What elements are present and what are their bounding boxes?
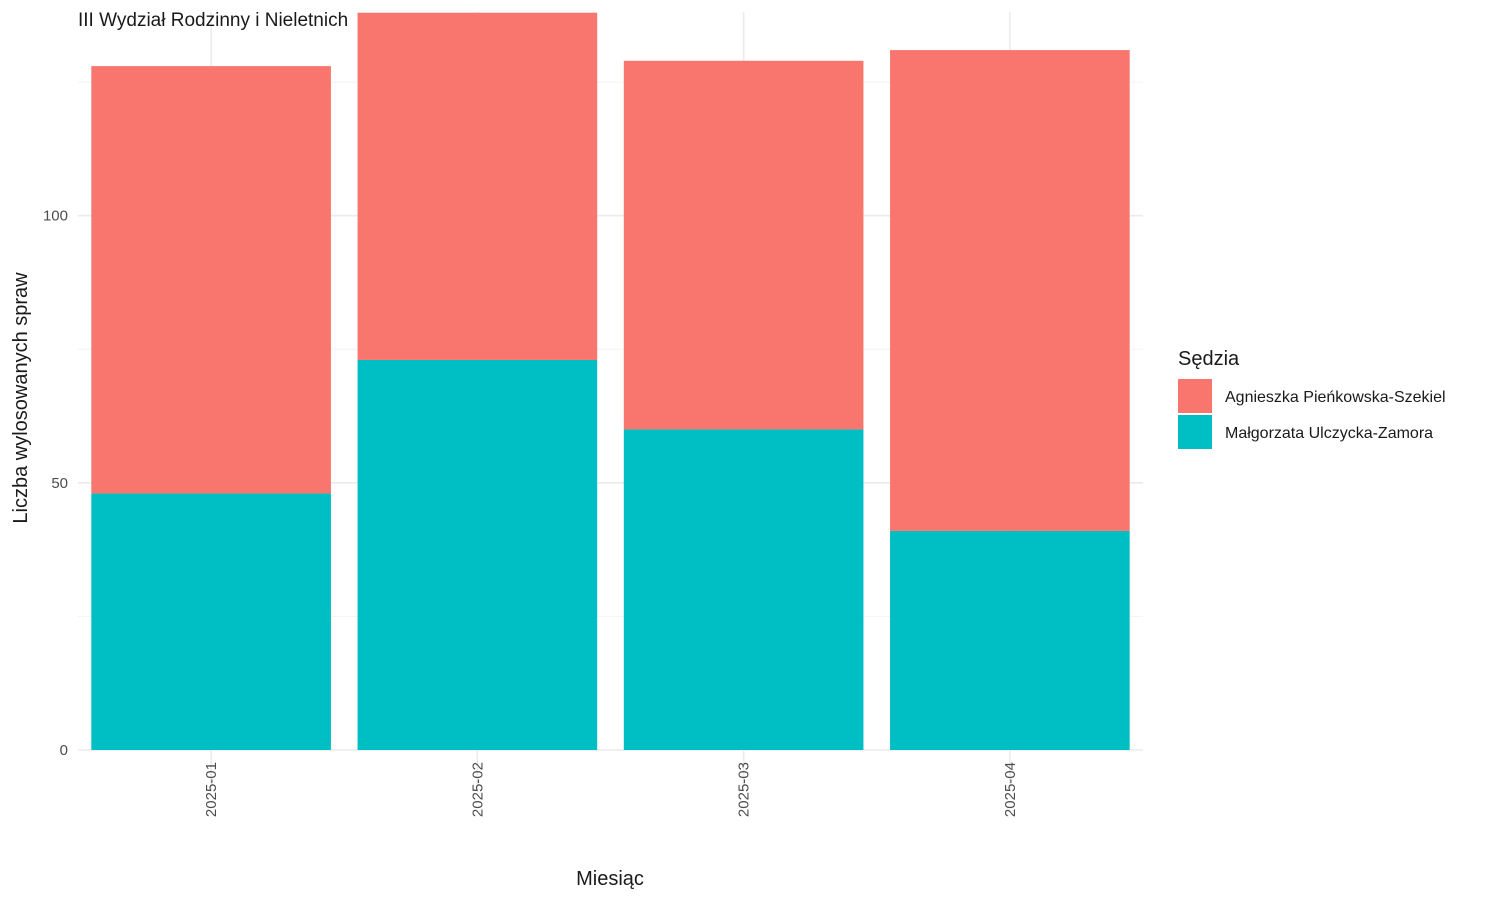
y-tick-label: 50 [51, 475, 68, 492]
bar-2025-04-agnieszka [890, 50, 1130, 531]
x-axis-ticks: 2025-01 2025-02 2025-03 2025-04 [203, 762, 1019, 817]
legend-label: Agnieszka Pieńkowska-Szekiel [1225, 389, 1446, 406]
y-tick-label: 100 [43, 208, 68, 225]
legend-swatch [1178, 379, 1212, 413]
y-axis-title: Liczba wylosowanych spraw [10, 272, 32, 524]
bar-2025-01-agnieszka [91, 66, 331, 494]
y-axis-ticks: 0 50 100 [43, 208, 68, 759]
bars [91, 12, 1130, 750]
y-tick-label: 0 [60, 742, 68, 759]
x-tick-label: 2025-04 [1002, 762, 1019, 817]
x-tick-label: 2025-02 [469, 762, 486, 817]
x-tick-label: 2025-01 [203, 762, 220, 817]
legend-title: Sędzia [1178, 348, 1240, 370]
legend-swatch [1178, 415, 1212, 449]
bar-2025-03-małgorzata [623, 429, 864, 750]
x-axis-title: Miesiąc [576, 868, 644, 890]
bar-2025-02-małgorzata [357, 359, 598, 750]
legend-label: Małgorzata Ulczycka-Zamora [1225, 425, 1433, 442]
bar-2025-03-agnieszka [623, 60, 864, 430]
x-tick-label: 2025-03 [736, 762, 753, 817]
legend: Sędzia Agnieszka Pieńkowska-Szekiel Małgo… [1178, 348, 1446, 449]
bar-2025-04-małgorzata [890, 530, 1130, 750]
bar-2025-01-małgorzata [91, 493, 331, 750]
chart-title: III Wydział Rodzinny i Nieletnich [78, 10, 348, 31]
bar-2025-02-agnieszka [357, 12, 598, 360]
